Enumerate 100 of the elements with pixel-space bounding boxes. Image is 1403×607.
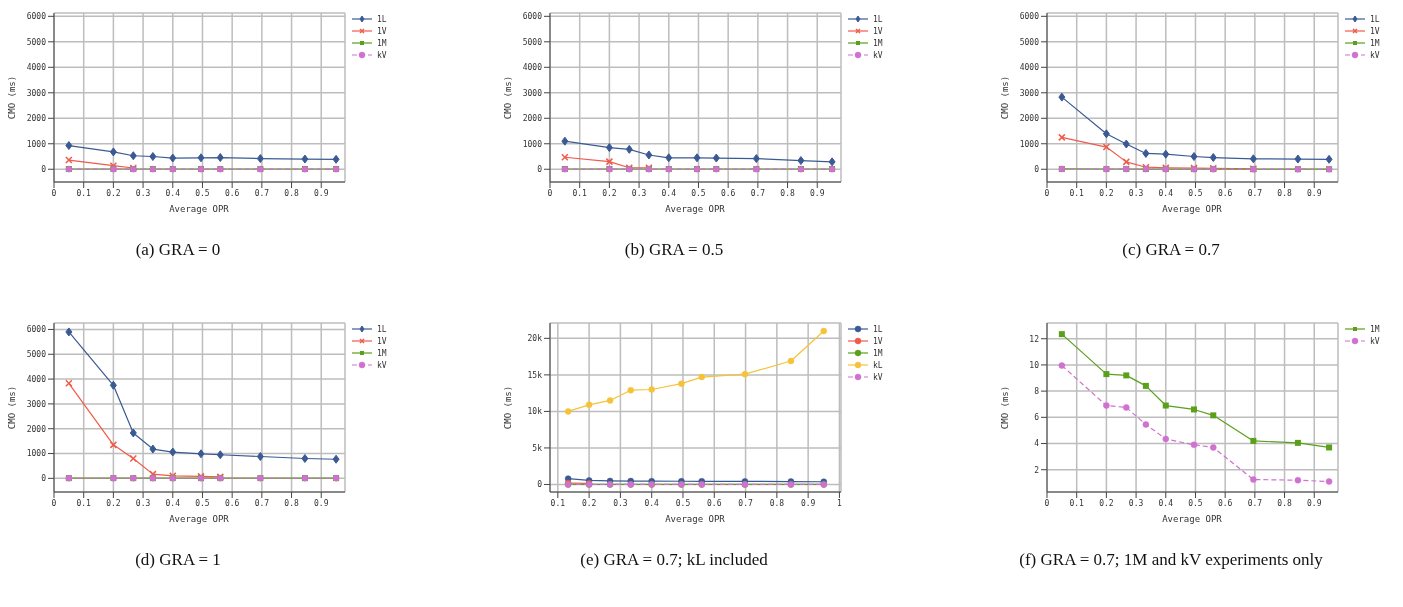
x-tick-label: 0.9 xyxy=(1307,188,1322,198)
y-tick-label: 4000 xyxy=(1019,63,1040,73)
x-tick-label: 0.1 xyxy=(76,498,92,508)
x-tick-label: 1 xyxy=(837,498,843,508)
y-tick-label: 5000 xyxy=(1019,37,1040,47)
y-tick-label: 6 xyxy=(1034,413,1040,423)
x-tick-label: 0.7 xyxy=(254,498,270,508)
x-tick-label: 0 xyxy=(1044,498,1050,508)
y-tick-label: 2 xyxy=(1034,465,1040,475)
x-tick-label: 0.4 xyxy=(165,498,181,508)
text: (d) GRA = 1 xyxy=(134,550,222,570)
y-tick-label: 5000 xyxy=(522,37,543,47)
x-tick-label: 0.5 xyxy=(195,498,210,508)
x-tick-label: 0.6 xyxy=(720,188,736,198)
x-tick-label: 0 xyxy=(547,188,553,198)
legend-label: 1M xyxy=(873,348,883,358)
x-tick-label: 0.8 xyxy=(769,498,785,508)
x-tick-label: 0.4 xyxy=(644,498,660,508)
x-tick-label: 0 xyxy=(51,498,57,508)
x-tick-label: 0.9 xyxy=(314,188,329,198)
y-tick-label: 0 xyxy=(41,474,47,484)
x-tick-label: 0.3 xyxy=(631,188,647,198)
x-tick-label: 0.6 xyxy=(224,498,240,508)
y-tick-label: 0 xyxy=(41,165,47,175)
text: (e) GRA = 0.7; kL included xyxy=(579,550,769,570)
y-tick-label: 3000 xyxy=(1019,88,1040,98)
y-tick-label: 12 xyxy=(1029,334,1040,344)
x-axis-title: Average OPR xyxy=(664,204,726,214)
y-tick-label: 6000 xyxy=(26,325,47,335)
x-tick-label: 0.2 xyxy=(581,498,597,508)
y-tick-label: 4000 xyxy=(26,63,47,73)
x-tick-label: 0.5 xyxy=(1188,498,1203,508)
legend-label: 1M xyxy=(377,38,387,48)
x-tick-label: 0.7 xyxy=(738,498,753,508)
legend-label: 1V xyxy=(1370,26,1380,36)
x-axis-title: Average OPR xyxy=(1161,514,1223,524)
x-tick-label: 0.7 xyxy=(254,188,270,198)
legend-label: 1L xyxy=(873,14,883,24)
y-axis-title: CMO (ms) xyxy=(7,385,18,430)
y-tick-label: 3000 xyxy=(26,88,47,98)
x-tick-label: 0.3 xyxy=(613,498,628,508)
x-tick-label: 0.2 xyxy=(1099,498,1114,508)
y-tick-label: 8 xyxy=(1034,386,1040,396)
x-tick-label: 0.5 xyxy=(691,188,706,198)
x-tick-label: 0.7 xyxy=(750,188,766,198)
x-tick-label: 0.3 xyxy=(135,498,151,508)
x-tick-label: 0.1 xyxy=(1069,498,1085,508)
legend-label: 1V xyxy=(873,336,883,346)
x-tick-label: 0.2 xyxy=(106,188,121,198)
x-tick-label: 0.2 xyxy=(602,188,617,198)
y-tick-label: 3000 xyxy=(522,88,543,98)
legend-label: kV xyxy=(377,50,387,60)
y-axis-title: CMO (ms) xyxy=(1000,75,1011,120)
x-tick-label: 0.6 xyxy=(224,188,240,198)
y-tick-label: 1000 xyxy=(1019,139,1040,149)
x-tick-label: 0.5 xyxy=(1188,188,1203,198)
y-tick-label: 6000 xyxy=(522,12,543,22)
legend-label: kV xyxy=(1370,336,1380,346)
x-tick-label: 0.7 xyxy=(1247,188,1263,198)
y-tick-label: 4000 xyxy=(522,63,543,73)
x-tick-label: 0.9 xyxy=(1307,498,1322,508)
y-tick-label: 15k xyxy=(527,370,543,380)
y-tick-label: 2000 xyxy=(1019,114,1040,124)
legend-label: 1M xyxy=(873,38,883,48)
text: (a) GRA = 0 xyxy=(134,240,222,260)
legend-label: kV xyxy=(873,50,883,60)
y-tick-label: 2000 xyxy=(522,114,543,124)
legend-label: 1M xyxy=(1370,38,1380,48)
y-axis-title: CMO (ms) xyxy=(503,385,514,430)
legend-label: kL xyxy=(873,360,883,370)
legend-label: kV xyxy=(873,372,883,382)
y-tick-label: 2000 xyxy=(26,424,47,434)
x-axis-title: Average OPR xyxy=(1161,204,1223,214)
y-tick-label: 5000 xyxy=(26,350,47,360)
y-axis-title: CMO (ms) xyxy=(7,75,18,120)
y-tick-label: 6000 xyxy=(1019,12,1040,22)
y-tick-label: 6000 xyxy=(26,12,47,22)
y-tick-label: 3000 xyxy=(26,399,47,409)
x-tick-label: 0.1 xyxy=(550,498,566,508)
x-tick-label: 0.9 xyxy=(314,498,329,508)
x-tick-label: 0.8 xyxy=(1277,188,1292,198)
x-tick-label: 0.8 xyxy=(780,188,795,198)
x-tick-label: 0.6 xyxy=(1217,498,1233,508)
x-tick-label: 0.5 xyxy=(675,498,691,508)
y-tick-label: 4 xyxy=(1034,439,1040,449)
text: (b) GRA = 0.5 xyxy=(623,240,725,260)
legend-label: kV xyxy=(1370,50,1380,60)
x-tick-label: 0.1 xyxy=(572,188,588,198)
legend-label: 1L xyxy=(1370,14,1380,24)
x-axis-title: Average OPR xyxy=(168,514,230,524)
y-tick-label: 1000 xyxy=(522,139,543,149)
x-tick-label: 0.9 xyxy=(800,498,816,508)
x-tick-label: 0.4 xyxy=(661,188,677,198)
y-tick-label: 1000 xyxy=(26,449,47,459)
x-tick-label: 0 xyxy=(51,188,57,198)
x-tick-label: 0.6 xyxy=(707,498,722,508)
x-tick-label: 0.4 xyxy=(1158,498,1174,508)
x-tick-label: 0.3 xyxy=(1128,498,1144,508)
x-tick-label: 0.2 xyxy=(1099,188,1114,198)
x-axis-title: Average OPR xyxy=(168,204,230,214)
